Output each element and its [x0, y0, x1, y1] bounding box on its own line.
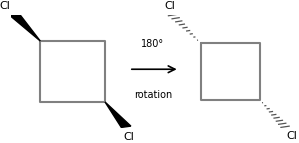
Polygon shape: [105, 102, 131, 127]
Text: Cl: Cl: [0, 1, 10, 11]
Text: Cl: Cl: [123, 132, 134, 142]
Text: Cl: Cl: [286, 131, 297, 141]
Text: Cl: Cl: [164, 1, 175, 11]
Text: 180°: 180°: [141, 39, 164, 49]
Polygon shape: [10, 14, 40, 41]
Text: rotation: rotation: [134, 90, 172, 100]
